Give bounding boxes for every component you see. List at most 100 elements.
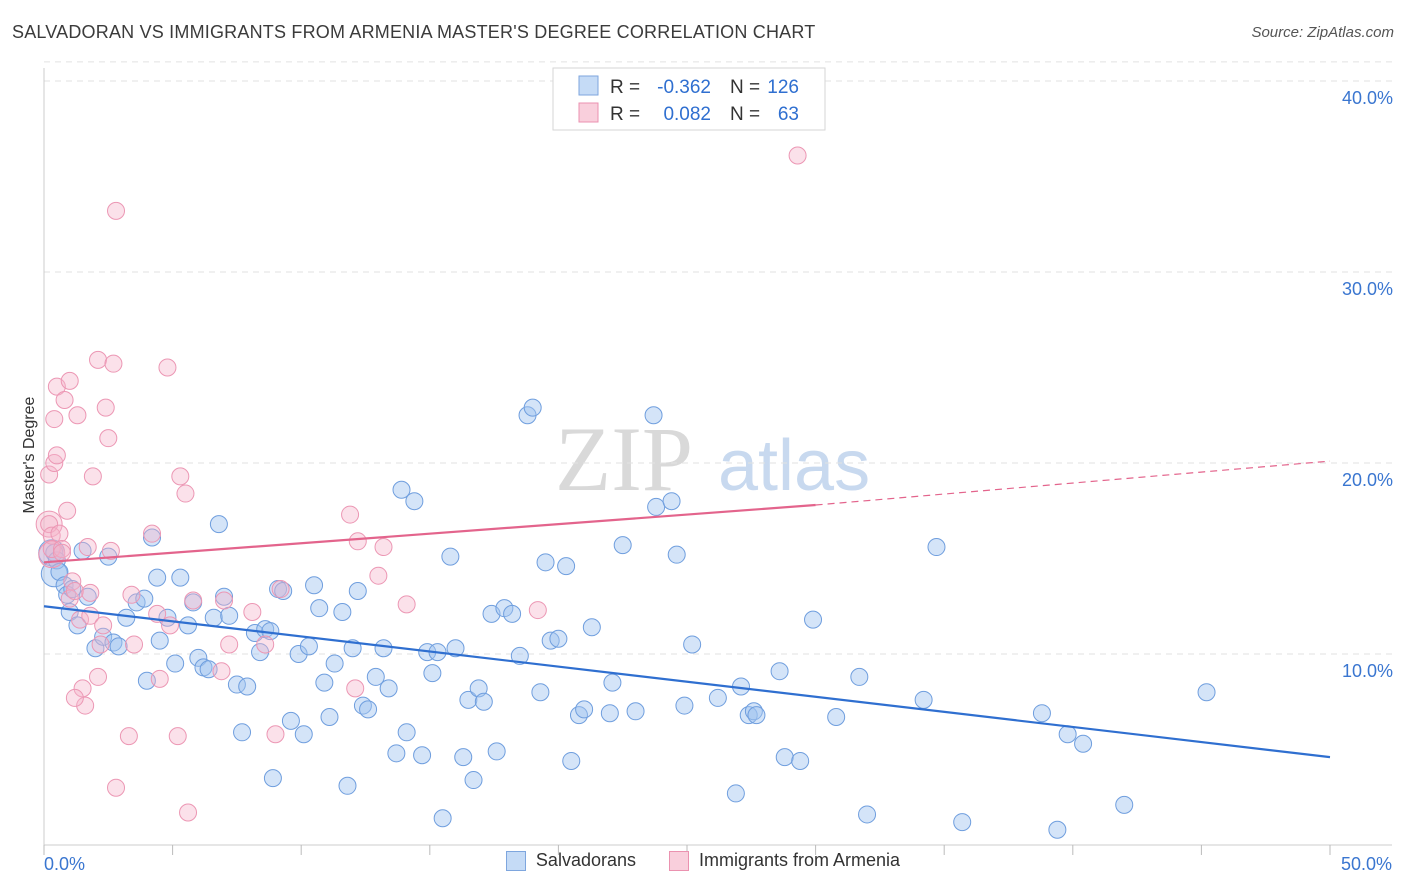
data-point: [184, 591, 203, 610]
data-point: [348, 532, 367, 551]
watermark-atlas: atlas: [718, 426, 870, 506]
correlation-legend: R = -0.362 N = 126 R = 0.082 N = 63: [552, 67, 826, 131]
data-point: [320, 708, 339, 727]
data-point: [549, 629, 568, 648]
data-point: [89, 667, 108, 686]
y-tick-label: 30.0%: [1342, 279, 1393, 299]
legend-label-salvadorans: Salvadorans: [535, 850, 636, 870]
legend-r-label: R =: [610, 104, 640, 125]
armenia-points: [35, 146, 807, 822]
data-point: [662, 492, 681, 511]
data-point: [89, 350, 108, 369]
data-point: [827, 708, 846, 727]
data-point: [76, 696, 95, 715]
x-tick-label-min: 0.0%: [44, 854, 85, 874]
trend-lines: [43, 460, 1331, 759]
data-point: [42, 526, 61, 545]
legend-item-salvadorans[interactable]: Salvadorans: [505, 850, 636, 871]
data-point: [459, 690, 478, 709]
data-point: [53, 539, 72, 558]
y-tick-label: 10.0%: [1342, 661, 1393, 681]
data-point: [176, 484, 195, 503]
data-point: [204, 608, 223, 627]
data-point: [271, 580, 290, 599]
data-point: [119, 727, 138, 746]
data-point: [791, 751, 810, 770]
data-point: [310, 599, 329, 618]
data-point: [644, 406, 663, 425]
data-point: [510, 646, 529, 665]
data-point: [266, 725, 285, 744]
gridlines: [44, 61, 1392, 655]
data-point: [35, 510, 63, 538]
data-point: [346, 679, 365, 698]
data-point: [150, 669, 169, 688]
trend-line-armenia: [43, 503, 816, 564]
data-point: [348, 581, 367, 600]
legend-swatch-salvadorans: [505, 850, 526, 871]
legend-label-armenia: Immigrants from Armenia: [699, 850, 901, 870]
data-point: [238, 677, 257, 696]
data-point: [953, 813, 972, 832]
data-point: [487, 742, 506, 761]
data-point: [78, 538, 97, 557]
data-point: [575, 700, 594, 719]
data-point: [94, 616, 113, 635]
data-point: [675, 696, 694, 715]
data-point: [96, 398, 115, 417]
data-point: [179, 616, 198, 635]
data-point: [1197, 683, 1216, 702]
data-point: [341, 505, 360, 524]
data-point: [541, 631, 560, 650]
data-point: [503, 604, 522, 623]
data-point: [281, 711, 300, 730]
y-axis-label: Master's Degree: [21, 396, 38, 513]
data-point: [626, 702, 645, 721]
data-point: [804, 610, 823, 629]
data-point: [1058, 725, 1077, 744]
data-point: [99, 429, 118, 448]
data-point: [289, 645, 308, 663]
chart-title: SALVADORAN VS IMMIGRANTS FROM ARMENIA MA…: [12, 22, 816, 42]
data-point: [81, 583, 100, 602]
legend-swatch-armenia: [669, 850, 690, 871]
data-point: [215, 591, 234, 610]
data-point: [143, 528, 162, 547]
data-point: [333, 602, 352, 621]
data-point: [168, 727, 187, 746]
data-point: [122, 585, 141, 604]
data-point: [40, 465, 59, 484]
data-point: [294, 725, 313, 744]
legend-n-value-salvadorans: 126: [767, 77, 799, 98]
data-point: [150, 631, 169, 650]
data-point: [220, 606, 239, 625]
data-point: [788, 146, 807, 165]
legend-r-label: R =: [610, 77, 640, 98]
data-point: [256, 635, 275, 654]
data-point: [474, 692, 493, 711]
data-point: [325, 654, 344, 673]
data-point: [683, 635, 702, 654]
legend-n-value-armenia: 63: [778, 104, 799, 125]
data-point: [171, 467, 190, 486]
data-point: [171, 568, 190, 587]
data-point: [850, 667, 869, 686]
data-point: [42, 539, 61, 558]
data-point: [397, 723, 416, 742]
data-point: [557, 557, 576, 576]
trend-line-armenia-extrapolated: [815, 460, 1331, 506]
data-point: [433, 809, 452, 828]
data-point: [107, 201, 126, 220]
legend-item-armenia[interactable]: Immigrants from Armenia: [669, 850, 900, 871]
data-point: [374, 538, 393, 557]
data-point: [464, 771, 483, 790]
data-point: [68, 406, 87, 425]
data-point: [55, 390, 74, 409]
data-point: [374, 639, 393, 658]
data-point: [747, 706, 766, 725]
data-point: [531, 683, 550, 702]
data-point: [101, 541, 120, 560]
data-point: [47, 446, 66, 465]
data-point: [446, 639, 465, 658]
